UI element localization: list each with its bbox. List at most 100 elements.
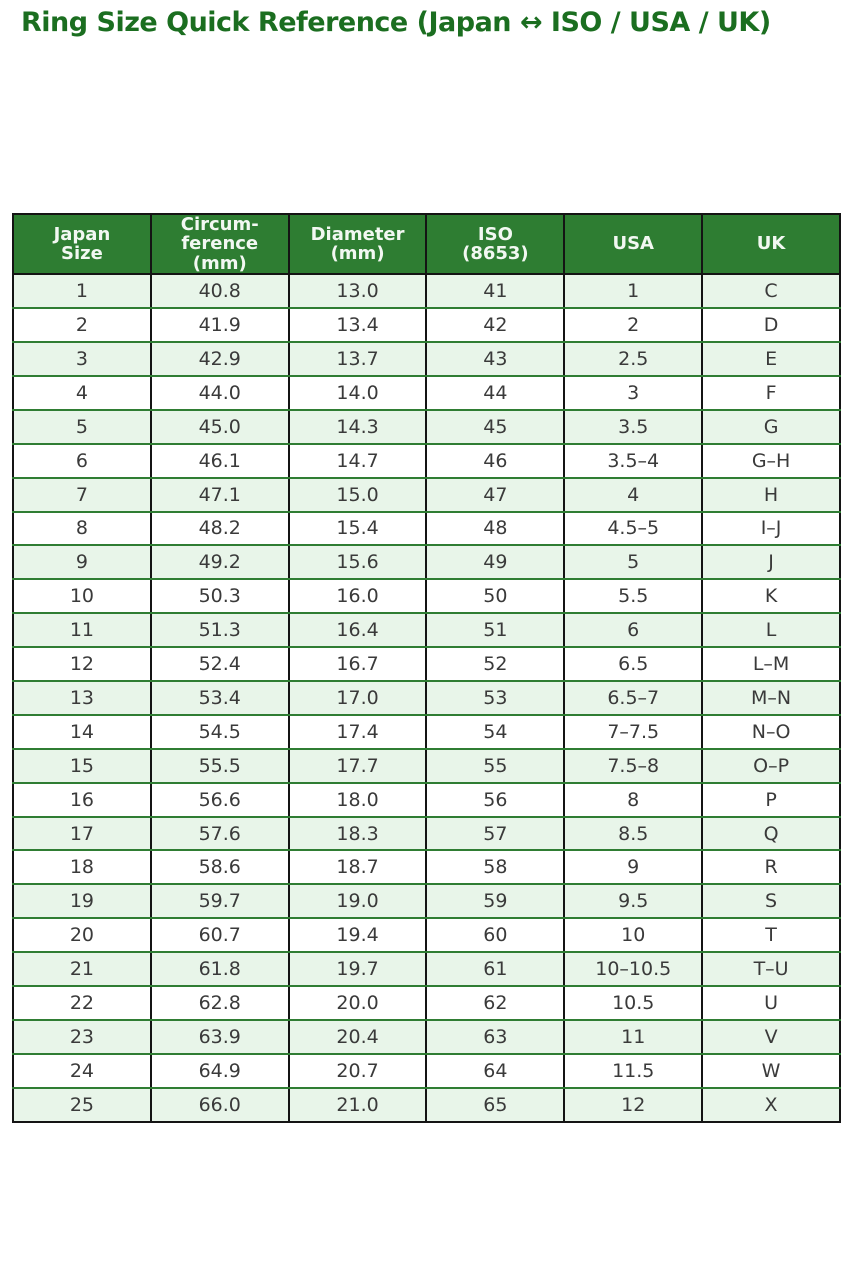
cell: 47: [425, 477, 565, 513]
cell: C: [701, 274, 840, 310]
cell: 60: [425, 918, 565, 954]
cell: 9.5: [563, 884, 703, 920]
cell: 15: [12, 748, 151, 784]
cell: 2.5: [563, 342, 703, 377]
table-row: 18 58.6 18.7 58 9 R: [12, 850, 840, 886]
cell: 23: [12, 1019, 151, 1055]
table-row: 24 64.9 20.7 64 11.5 W: [12, 1053, 840, 1089]
cell: 4: [12, 375, 151, 411]
cell: 13.4: [287, 308, 427, 344]
cell: 66.0: [149, 1087, 289, 1123]
cell: F: [701, 375, 840, 411]
cell: 3.5: [563, 409, 703, 445]
cell: 14.0: [287, 375, 427, 411]
table-row: 19 59.7 19.0 59 9.5 S: [12, 884, 840, 920]
cell: 16.0: [287, 579, 427, 615]
cell: 44: [425, 375, 565, 411]
cell: 46: [425, 443, 565, 479]
cell: 47.1: [149, 477, 289, 513]
cell: 64.9: [149, 1053, 289, 1089]
table-row: 12 52.4 16.7 52 6.5 L–M: [12, 647, 840, 682]
cell: P: [701, 782, 840, 818]
cell: 8: [563, 782, 703, 818]
cell: 64: [425, 1053, 565, 1089]
cell: 15.4: [287, 511, 427, 547]
cell: 11.5: [563, 1053, 703, 1089]
cell: 12: [12, 647, 151, 682]
cell: 10–10.5: [563, 952, 703, 988]
cell: R: [701, 850, 840, 886]
table-row: 14 54.5 17.4 54 7–7.5 N–O: [12, 714, 840, 750]
column-header: Diameter (mm): [287, 214, 427, 276]
cell: G–H: [701, 443, 840, 479]
cell: 48.2: [149, 511, 289, 547]
cell: 60.7: [149, 918, 289, 954]
cell: 54.5: [149, 714, 289, 750]
cell: 13.7: [287, 342, 427, 377]
cell: 21.0: [287, 1087, 427, 1123]
column-header: UK: [701, 214, 840, 276]
table-row: 20 60.7 19.4 60 10 T: [12, 918, 840, 954]
table-row: 5 45.0 14.3 45 3.5 G: [12, 409, 840, 445]
cell: 10: [12, 579, 151, 615]
cell: J: [701, 545, 840, 581]
table-row: 9 49.2 15.6 49 5 J: [12, 545, 840, 581]
cell: 18.3: [287, 816, 427, 852]
cell: 53.4: [149, 681, 289, 716]
cell: 24: [12, 1053, 151, 1089]
cell: 49: [425, 545, 565, 581]
cell: 3: [563, 375, 703, 411]
cell: 14: [12, 714, 151, 750]
table-row: 6 46.1 14.7 46 3.5–4 G–H: [12, 443, 840, 479]
ring-size-table: Japan Size Circum- ference (mm) Diameter (…: [12, 213, 841, 1123]
cell: 13: [12, 681, 151, 716]
cell: 46.1: [149, 443, 289, 479]
cell: 19: [12, 884, 151, 920]
table-row: 8 48.2 15.4 48 4.5–5 I–J: [12, 511, 840, 547]
table-body: 1 40.8 13.0 41 1 C 2 41.9 13.4 42 2 D 3 42.9 13.7 43 2.5…: [12, 274, 840, 1123]
table-row: 22 62.8 20.0 62 10.5 U: [12, 986, 840, 1021]
column-header: USA: [563, 214, 703, 276]
cell: 14.7: [287, 443, 427, 479]
cell: 21: [12, 952, 151, 988]
table-header: Japan Size Circum- ference (mm) Diameter (…: [12, 214, 840, 276]
cell: 49.2: [149, 545, 289, 581]
table-row: 4 44.0 14.0 44 3 F: [12, 375, 840, 411]
cell: 1: [563, 274, 703, 310]
cell: 5.5: [563, 579, 703, 615]
column-header: ISO (8653): [425, 214, 565, 276]
cell: 50.3: [149, 579, 289, 615]
cell: 19.0: [287, 884, 427, 920]
table-row: 13 53.4 17.0 53 6.5–7 M–N: [12, 681, 840, 716]
cell: X: [701, 1087, 840, 1123]
cell: 51.3: [149, 613, 289, 649]
cell: 65: [425, 1087, 565, 1123]
cell: 53: [425, 681, 565, 716]
cell: 7: [12, 477, 151, 513]
cell: 17.4: [287, 714, 427, 750]
cell: L–M: [701, 647, 840, 682]
cell: S: [701, 884, 840, 920]
cell: 16.4: [287, 613, 427, 649]
cell: 43: [425, 342, 565, 377]
cell: 6.5: [563, 647, 703, 682]
page-title: Ring Size Quick Reference (Japan ↔ ISO /…: [21, 7, 771, 38]
column-header: Circum- ference (mm): [149, 214, 289, 276]
cell: T: [701, 918, 840, 954]
cell: 4: [563, 477, 703, 513]
cell: 55: [425, 748, 565, 784]
cell: 9: [12, 545, 151, 581]
cell: 52: [425, 647, 565, 682]
cell: 56: [425, 782, 565, 818]
cell: 56.6: [149, 782, 289, 818]
cell: 6.5–7: [563, 681, 703, 716]
cell: 15.6: [287, 545, 427, 581]
table-row: 16 56.6 18.0 56 8 P: [12, 782, 840, 818]
cell: 41.9: [149, 308, 289, 344]
column-header: Japan Size: [12, 214, 151, 276]
cell: 45: [425, 409, 565, 445]
cell: 63.9: [149, 1019, 289, 1055]
cell: H: [701, 477, 840, 513]
cell: 62.8: [149, 986, 289, 1021]
